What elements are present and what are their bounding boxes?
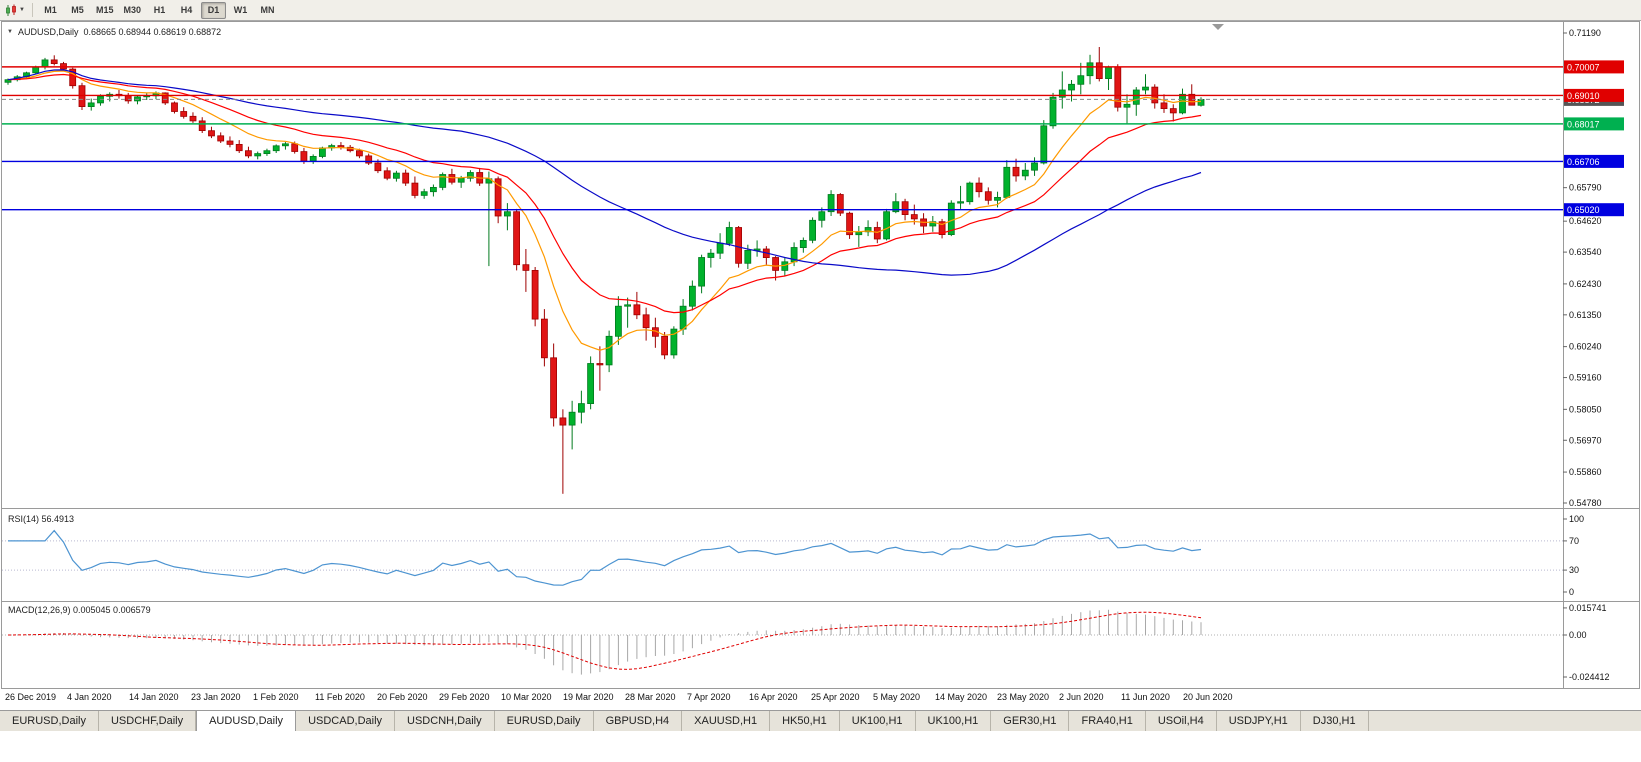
chart-tab-13-usoil-h4[interactable]: USOil,H4 [1146,711,1217,731]
x-axis-label: 19 Mar 2020 [563,692,614,702]
x-axis-label: 26 Dec 2019 [5,692,56,702]
chart-symbol-period: AUDUSD,Daily [17,27,79,37]
chart-tab-12-fra40-h1[interactable]: FRA40,H1 [1069,711,1146,731]
chart-frame [1,21,1640,689]
status-bar [0,731,1641,762]
ma-line-ema-10 [7,70,1202,351]
x-axis-label: 1 Feb 2020 [253,692,299,702]
chart-tab-8-hk50-h1[interactable]: HK50,H1 [770,711,840,731]
macd-scale-label: -0.024412 [1569,672,1610,682]
x-axis-label: 23 May 2020 [997,692,1049,702]
candlestick-chart-icon [6,4,16,16]
chart-tab-3-usdcad-daily[interactable]: USDCAD,Daily [296,711,396,731]
svg-text:0.65020: 0.65020 [1567,205,1600,215]
x-axis-label: 5 May 2020 [873,692,920,702]
macd-histogram [16,609,1202,675]
y-axis-label: 0.71190 [1569,28,1601,38]
x-axis-label: 2 Jun 2020 [1059,692,1104,702]
macd-indicator-label: MACD(12,26,9) 0.005045 0.006579 [8,605,151,615]
rsi-scale-label: 70 [1569,536,1579,546]
timeframe-buttons: M1 M5 M15 M30 H1 H4 D1 W1 MN [38,1,280,19]
chart-tab-9-uk100-h1[interactable]: UK100,H1 [840,711,916,731]
chart-tab-11-ger30-h1[interactable]: GER30,H1 [991,711,1070,731]
rsi-indicator-label: RSI(14) 56.4913 [8,514,75,524]
toolbar-separator [32,3,33,17]
x-axis-label: 28 Mar 2020 [625,692,676,702]
timeframe-button-m30[interactable]: M30 [123,4,142,15]
timeframe-toolbar: ▼ M1 M5 M15 M30 H1 H4 D1 W1 MN [0,0,1641,21]
x-axis-label: 10 Mar 2020 [501,692,552,702]
chart-tab-15-dj30-h1[interactable]: DJ30,H1 [1301,711,1369,731]
timeframe-button-d1[interactable]: D1 [201,1,227,19]
y-axis-label: 0.54780 [1569,498,1602,508]
x-axis-label: 16 Apr 2020 [749,692,798,702]
price-tag: 0.69010 [1564,88,1624,102]
chart-tab-6-gbpusd-h4[interactable]: GBPUSD,H4 [594,711,683,731]
x-axis-label: 23 Jan 2020 [191,692,241,702]
chart-tab-10-uk100-h1[interactable]: UK100,H1 [916,711,992,731]
chart-tab-bar: EURUSD,Daily USDCHF,Daily AUDUSD,Daily USDC… [0,710,1641,731]
x-axis-label: 20 Jun 2020 [1183,692,1233,702]
timeframe-button-m15[interactable]: M15 [96,4,114,15]
chart-tab-0-eurusd-daily[interactable]: EURUSD,Daily [0,711,99,731]
chart-type-button[interactable]: ▼ [3,2,27,19]
price-tag: 0.70007 [1564,60,1624,74]
macd-signal-line [7,611,1202,670]
chart-title: ▼ AUDUSD,Daily 0.68665 0.68944 0.68619 0… [7,27,221,37]
ma-line-ema-21 [7,73,1202,314]
y-axis-label: 0.63540 [1569,247,1602,257]
svg-text:0.69010: 0.69010 [1567,91,1600,101]
chevron-down-icon: ▼ [19,7,25,13]
chart-tab-14-usdjpy-h1[interactable]: USDJPY,H1 [1217,711,1301,731]
chart-tab-7-xauusd-h1[interactable]: XAUUSD,H1 [682,711,771,731]
symbol-dropdown-icon[interactable]: ▼ [7,29,13,35]
chart-tab-2-audusd-daily[interactable]: AUDUSD,Daily [196,711,297,731]
timeframe-button-m1[interactable]: M1 [44,4,57,15]
chart-tab-4-usdcnh-daily[interactable]: USDCNH,Daily [395,711,495,731]
svg-text:0.70007: 0.70007 [1567,62,1600,72]
svg-text:0.66706: 0.66706 [1567,157,1600,167]
y-axis-label: 0.62430 [1569,279,1602,289]
x-axis-label: 4 Jan 2020 [67,692,112,702]
x-axis-label: 7 Apr 2020 [687,692,731,702]
price-tag: 0.66706 [1564,154,1624,168]
timeframe-button-mn[interactable]: MN [260,4,275,15]
rsi-scale-label: 30 [1569,565,1579,575]
y-axis-label: 0.61350 [1569,310,1602,320]
x-axis-label: 11 Feb 2020 [315,692,365,702]
macd-scale-label: 0.00 [1569,630,1587,640]
chart-tab-1-usdchf-daily[interactable]: USDCHF,Daily [99,711,197,731]
y-axis-label: 0.58050 [1569,404,1602,414]
price-tag: 0.65020 [1564,203,1624,217]
y-axis-label: 0.56970 [1569,435,1602,445]
x-axis-label: 14 Jan 2020 [129,692,179,702]
price-tag: 0.68017 [1564,117,1624,131]
rsi-scale-label: 0 [1569,587,1574,597]
y-axis-label: 0.60240 [1569,342,1602,352]
y-axis-label: 0.59160 [1569,373,1602,383]
y-axis-label: 0.55860 [1569,467,1602,477]
x-axis-label: 25 Apr 2020 [811,692,860,702]
chart-shift-marker[interactable] [1212,24,1224,30]
y-axis-label: 0.65790 [1569,183,1602,193]
ma-line-sma-50 [7,69,1202,276]
timeframe-button-h4[interactable]: H4 [180,4,193,15]
chart-tab-5-eurusd-daily[interactable]: EURUSD,Daily [495,711,594,731]
timeframe-button-h1[interactable]: H1 [153,4,166,15]
svg-text:0.68017: 0.68017 [1567,119,1600,129]
x-axis-label: 29 Feb 2020 [439,692,490,702]
timeframe-button-m5[interactable]: M5 [71,4,84,15]
chart-ohlc-values: 0.68665 0.68944 0.68619 0.68872 [83,27,222,37]
x-axis-label: 20 Feb 2020 [377,692,428,702]
macd-scale-label: 0.015741 [1569,603,1607,613]
rsi-line [8,529,1202,586]
x-axis-label: 14 May 2020 [935,692,987,702]
x-axis-label: 11 Jun 2020 [1121,692,1170,702]
y-axis-label: 0.64620 [1569,216,1602,226]
timeframe-button-w1[interactable]: W1 [233,4,248,15]
rsi-scale-label: 100 [1569,514,1584,524]
